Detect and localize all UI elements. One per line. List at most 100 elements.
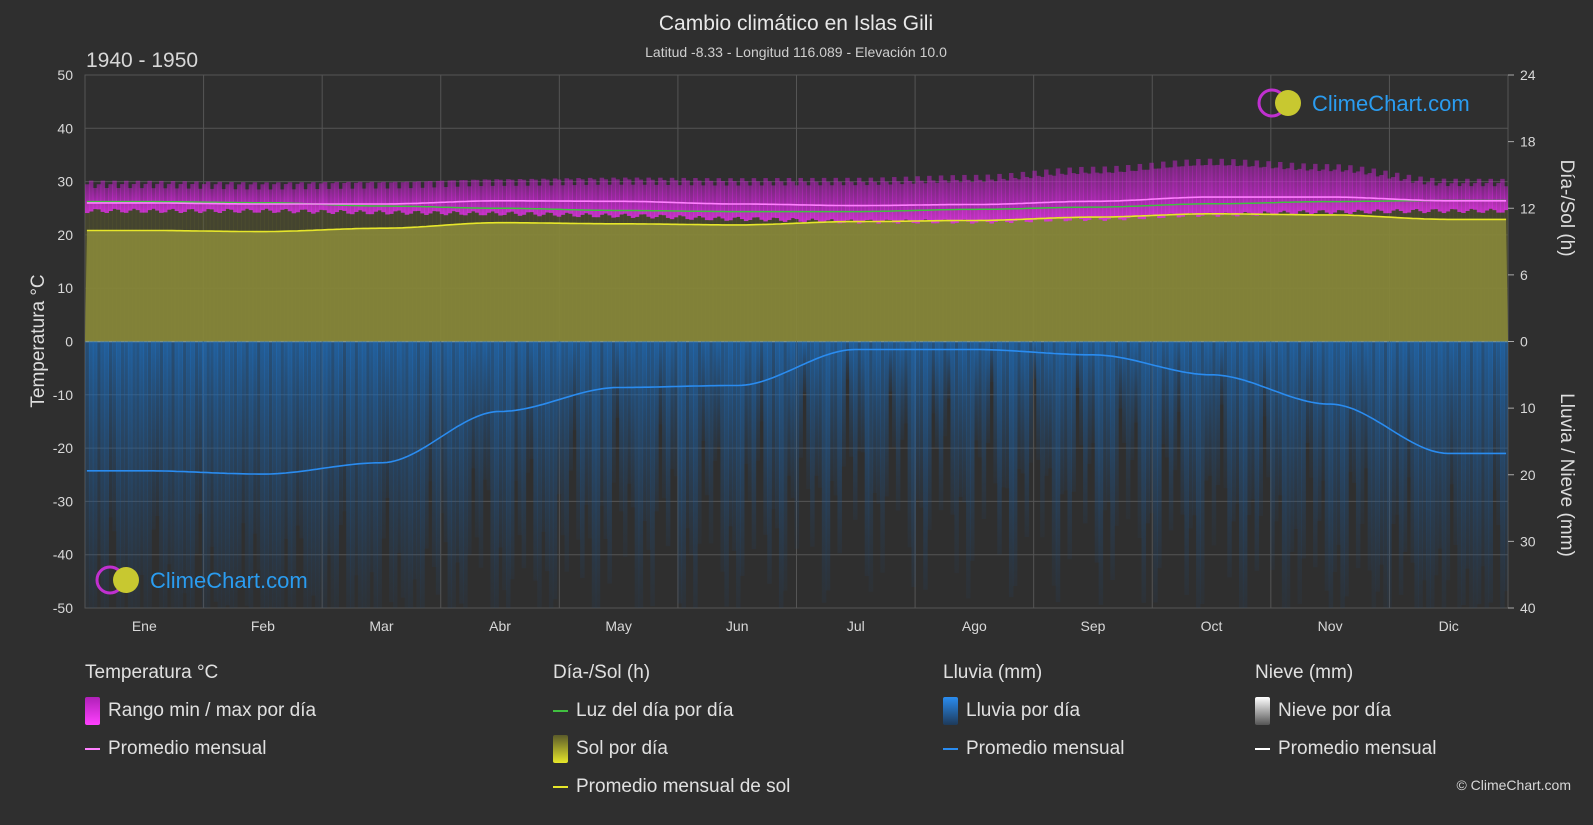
rain-day-bar bbox=[517, 341, 523, 536]
rain-day-bar bbox=[1231, 341, 1236, 522]
legend-item-rain-daily: Lluvia por día bbox=[943, 692, 1124, 730]
rain-day-bar bbox=[112, 341, 117, 532]
rain-day-bar bbox=[350, 341, 355, 608]
legend-item-daylight: Luz del día por día bbox=[553, 692, 790, 730]
rain-day-bar bbox=[591, 341, 597, 608]
rain-day-bar bbox=[942, 341, 948, 437]
rain-day-bar bbox=[1067, 341, 1072, 560]
rain-day-bar bbox=[201, 341, 207, 608]
rain-day-bar bbox=[486, 341, 492, 491]
rain-day-bar bbox=[966, 341, 971, 599]
temp-range-day-bar bbox=[1340, 171, 1345, 211]
temp-range-day-bar bbox=[166, 183, 172, 210]
rain-day-bar bbox=[1313, 341, 1318, 568]
rain-day-bar bbox=[326, 341, 332, 555]
rain-day-bar bbox=[1387, 341, 1392, 608]
temp-range-day-bar bbox=[1266, 161, 1271, 213]
temp-range-day-bar bbox=[1437, 183, 1443, 212]
temp-range-day-bar bbox=[1250, 166, 1256, 216]
rain-day-bar bbox=[1359, 341, 1365, 524]
temp-range-day-bar bbox=[739, 178, 745, 220]
watermark-text: ClimeChart.com bbox=[150, 568, 308, 593]
rain-day-bar bbox=[120, 341, 125, 608]
rain-day-bar bbox=[739, 341, 745, 576]
rain-day-bar bbox=[685, 341, 690, 529]
temp-range-day-bar bbox=[330, 183, 336, 215]
temp-range-day-bar bbox=[888, 184, 893, 221]
temp-range-day-bar bbox=[1355, 171, 1361, 210]
rain-day-bar bbox=[697, 341, 702, 544]
rain-day-bar bbox=[611, 341, 616, 483]
rain-day-bar bbox=[1079, 341, 1084, 446]
temp-range-day-bar bbox=[416, 181, 421, 211]
temp-range-day-bar bbox=[1492, 186, 1497, 211]
temp-range-day-bar bbox=[1430, 177, 1435, 210]
temp-range-day-bar bbox=[264, 182, 269, 209]
right-tick-label-mm: 40 bbox=[1520, 600, 1536, 616]
rain-day-bar bbox=[623, 341, 628, 557]
rain-day-bar bbox=[1211, 341, 1217, 546]
rain-day-bar bbox=[424, 341, 429, 549]
rain-day-bar bbox=[315, 341, 320, 608]
rain-day-bar bbox=[646, 341, 651, 550]
rain-day-bar bbox=[1383, 341, 1388, 608]
temp-range-day-bar bbox=[350, 188, 355, 215]
rain-day-bar bbox=[439, 341, 445, 514]
temp-range-day-bar bbox=[338, 188, 343, 211]
rain-day-bar bbox=[977, 341, 983, 458]
rain-day-bar bbox=[1036, 341, 1041, 460]
rain-day-bar bbox=[907, 341, 913, 548]
rain-day-bar bbox=[985, 341, 991, 444]
temp-range-day-bar bbox=[455, 186, 460, 213]
temp-range-day-bar bbox=[237, 184, 242, 213]
rain-day-bar bbox=[509, 341, 515, 580]
rain-day-bar bbox=[1410, 341, 1416, 563]
rain-day-bar bbox=[1274, 341, 1279, 522]
rain-day-bar bbox=[322, 341, 328, 608]
temp-range-day-bar bbox=[841, 185, 846, 223]
rain-day-bar bbox=[299, 341, 304, 539]
temp-range-day-bar bbox=[845, 177, 850, 221]
rain-day-bar bbox=[892, 341, 897, 448]
temp-range-day-bar bbox=[911, 183, 917, 223]
temp-range-day-bar bbox=[556, 179, 562, 217]
rain-day-bar bbox=[1200, 341, 1205, 605]
rain-day-bar bbox=[860, 341, 866, 453]
rain-day-bar bbox=[1472, 341, 1478, 608]
rain-day-bar bbox=[1504, 341, 1508, 592]
rain-day-bar bbox=[283, 341, 289, 539]
temp-range-day-bar bbox=[1149, 162, 1154, 215]
rain-day-bar bbox=[654, 341, 659, 512]
rain-day-bar bbox=[182, 341, 187, 594]
rain-day-bar bbox=[1028, 341, 1033, 463]
rain-day-bar bbox=[463, 341, 468, 608]
rain-day-bar bbox=[346, 341, 351, 608]
rain-day-bar bbox=[190, 341, 195, 608]
temp-range-day-bar bbox=[1032, 170, 1037, 220]
temp-range-day-bar bbox=[1254, 160, 1260, 216]
temp-range-day-bar bbox=[1422, 184, 1427, 214]
rain-day-bar bbox=[626, 341, 632, 484]
right-tick-label-mm: 10 bbox=[1520, 400, 1536, 416]
rain-day-bar bbox=[1114, 341, 1119, 526]
temp-range-day-bar bbox=[326, 188, 332, 213]
temp-range-day-bar bbox=[541, 178, 546, 215]
watermark-text: ClimeChart.com bbox=[1312, 91, 1470, 116]
temp-range-day-bar bbox=[85, 184, 90, 214]
rain-day-bar bbox=[899, 341, 905, 440]
temp-range-day-bar bbox=[1309, 169, 1314, 215]
temp-range-day-bar bbox=[1500, 178, 1505, 213]
rain-day-bar bbox=[1289, 341, 1295, 552]
temp-range-day-bar bbox=[623, 177, 628, 214]
rain-day-bar bbox=[342, 341, 347, 512]
rain-day-bar bbox=[993, 341, 998, 484]
rain-day-bar bbox=[782, 341, 788, 591]
temp-range-day-bar bbox=[1012, 177, 1018, 221]
chart-title: Cambio climático en Islas Gili bbox=[659, 12, 933, 35]
temp-range-day-bar bbox=[190, 184, 195, 210]
rain-day-bar bbox=[599, 341, 605, 506]
rain-day-bar bbox=[989, 341, 994, 383]
rain-day-bar bbox=[1492, 341, 1497, 491]
rain-day-bar bbox=[1363, 341, 1369, 469]
rain-day-bar bbox=[564, 341, 570, 572]
